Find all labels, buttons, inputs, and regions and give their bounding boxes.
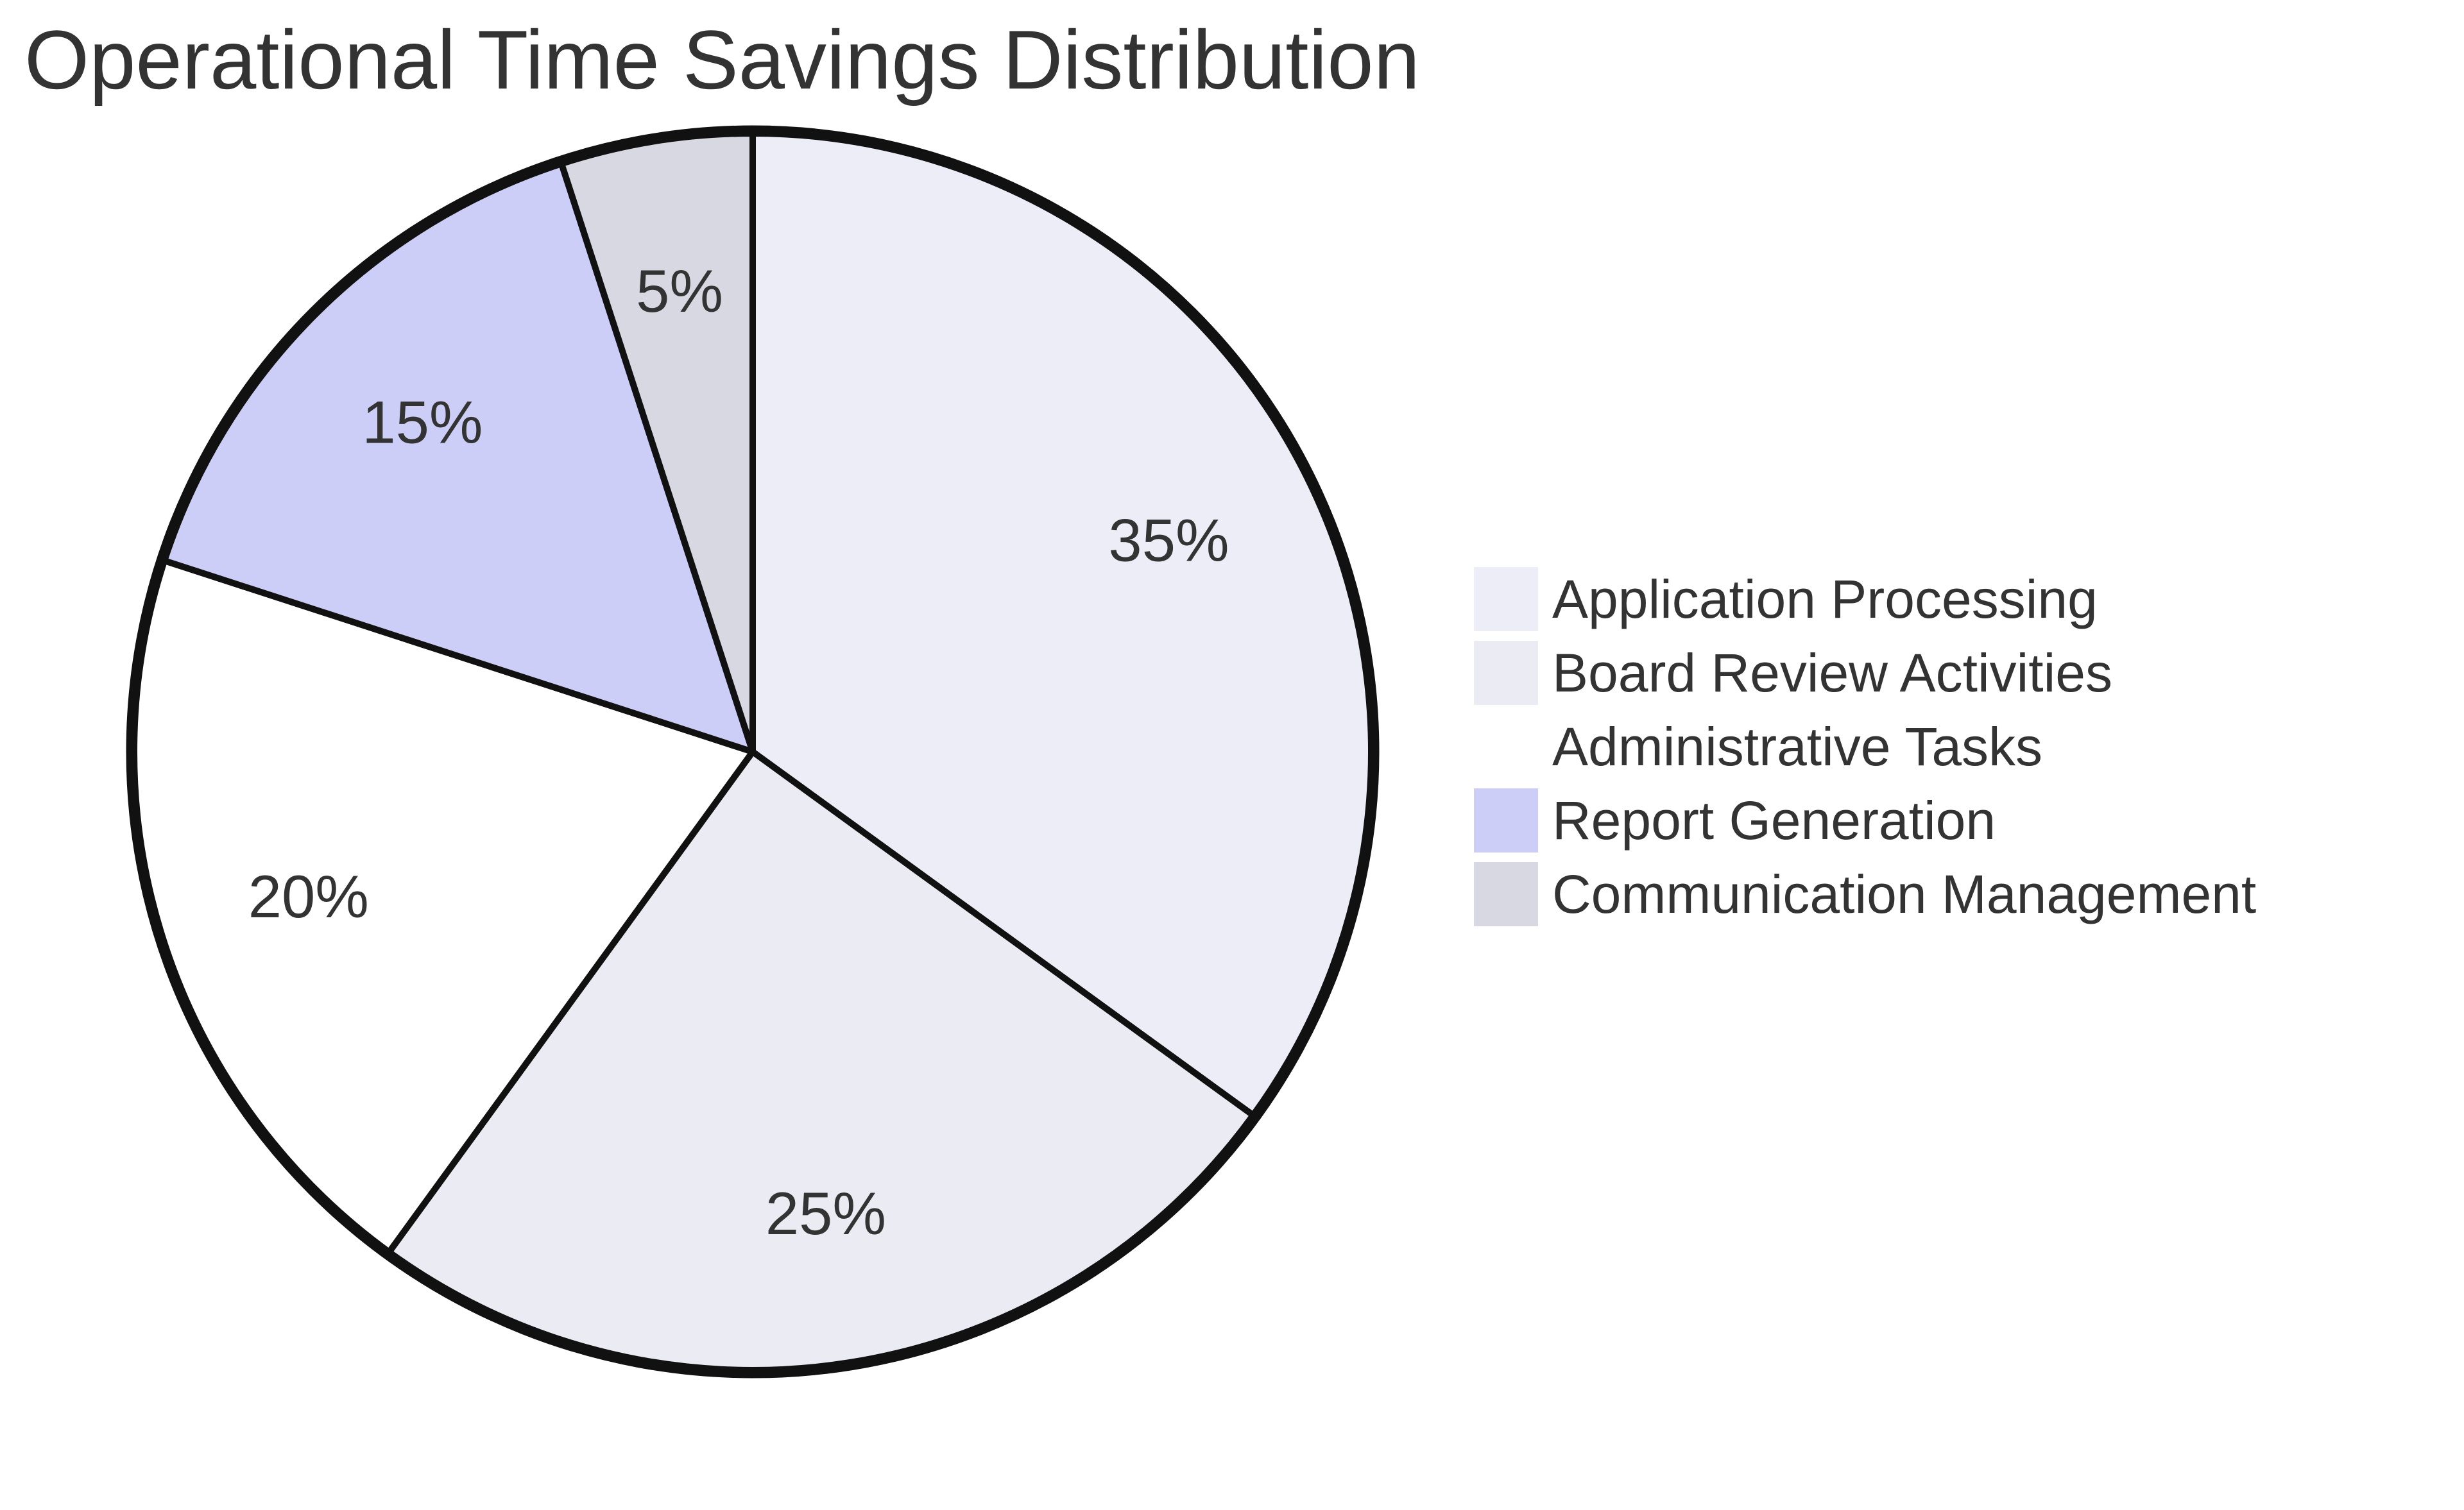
legend-swatch-report-generation [1474,788,1538,853]
legend-item-administrative-tasks: Administrative Tasks [1474,715,2256,779]
pie-percent-label-board-review-activities: 25% [766,1180,886,1247]
legend-label: Report Generation [1552,790,1996,851]
legend-item-communication-management: Communication Management [1474,862,2256,926]
legend-swatch-administrative-tasks [1474,715,1538,779]
legend-item-board-review-activities: Board Review Activities [1474,641,2256,705]
legend: Application Processing Board Review Activ… [1474,567,2256,936]
legend-label: Board Review Activities [1552,642,2113,703]
legend-label: Communication Management [1552,863,2257,924]
chart-title: Operational Time Savings Distribution [24,13,1420,106]
pie-outline [126,125,1380,1379]
legend-swatch-application-processing [1474,567,1538,631]
pie-percent-label-report-generation: 15% [362,388,483,455]
pie-percent-label-application-processing: 35% [1108,507,1229,574]
legend-item-report-generation: Report Generation [1474,788,2256,853]
legend-label: Application Processing [1552,568,2098,629]
legend-label: Administrative Tasks [1552,716,2043,777]
legend-swatch-communication-management [1474,862,1538,926]
pie-percent-label-communication-management: 5% [636,257,723,325]
legend-swatch-board-review-activities [1474,641,1538,705]
legend-item-application-processing: Application Processing [1474,567,2256,631]
pie-percent-label-administrative-tasks: 20% [248,863,369,930]
